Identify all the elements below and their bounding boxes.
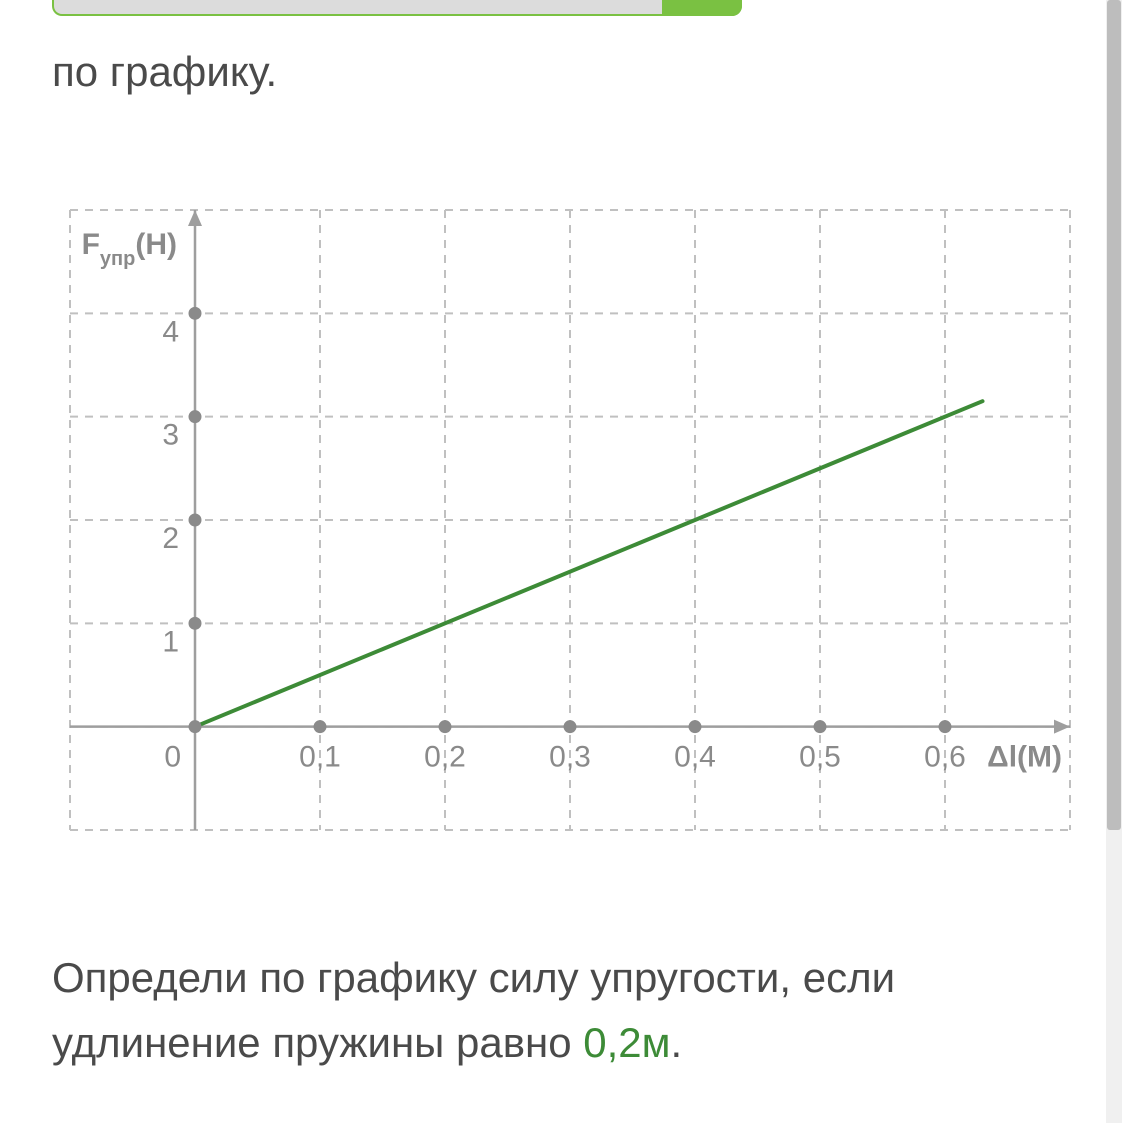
svg-text:0: 0 [164,741,181,774]
svg-text:3: 3 [162,419,179,452]
svg-text:Fупр(Н): Fупр(Н) [82,228,177,270]
progress-bar-cap [662,0,742,16]
svg-text:0,5: 0,5 [799,741,841,774]
question-text: Определи по графику силу упругости, если… [52,945,1052,1075]
svg-text:0,3: 0,3 [549,741,591,774]
svg-text:1: 1 [162,625,179,658]
question-line1: Определи по графику силу упругости, если [52,954,895,1001]
question-highlight: 0,2м [583,1019,670,1066]
svg-text:0,2: 0,2 [424,741,466,774]
svg-text:0,4: 0,4 [674,741,716,774]
intro-text: по графику. [52,48,277,96]
svg-text:Δl(М): Δl(М) [987,741,1062,774]
scrollbar-thumb[interactable] [1107,0,1121,830]
scrollbar-track[interactable] [1106,0,1122,1123]
svg-text:0,6: 0,6 [924,741,966,774]
svg-text:0,1: 0,1 [299,741,341,774]
force-extension-chart: 0,1 0,2 0,3 0,4 0,5 0,6 0 1 2 3 4 Fупр(Н) Δl(М) [30,170,1085,870]
svg-text:4: 4 [162,315,179,348]
question-line2-prefix: удлинение пружины равно [52,1019,583,1066]
question-line2-suffix: . [671,1019,683,1066]
chart-container: 0,1 0,2 0,3 0,4 0,5 0,6 0 1 2 3 4 Fупр(Н) Δl(М) [30,170,1085,870]
progress-bar [52,0,742,16]
svg-text:2: 2 [162,522,179,555]
